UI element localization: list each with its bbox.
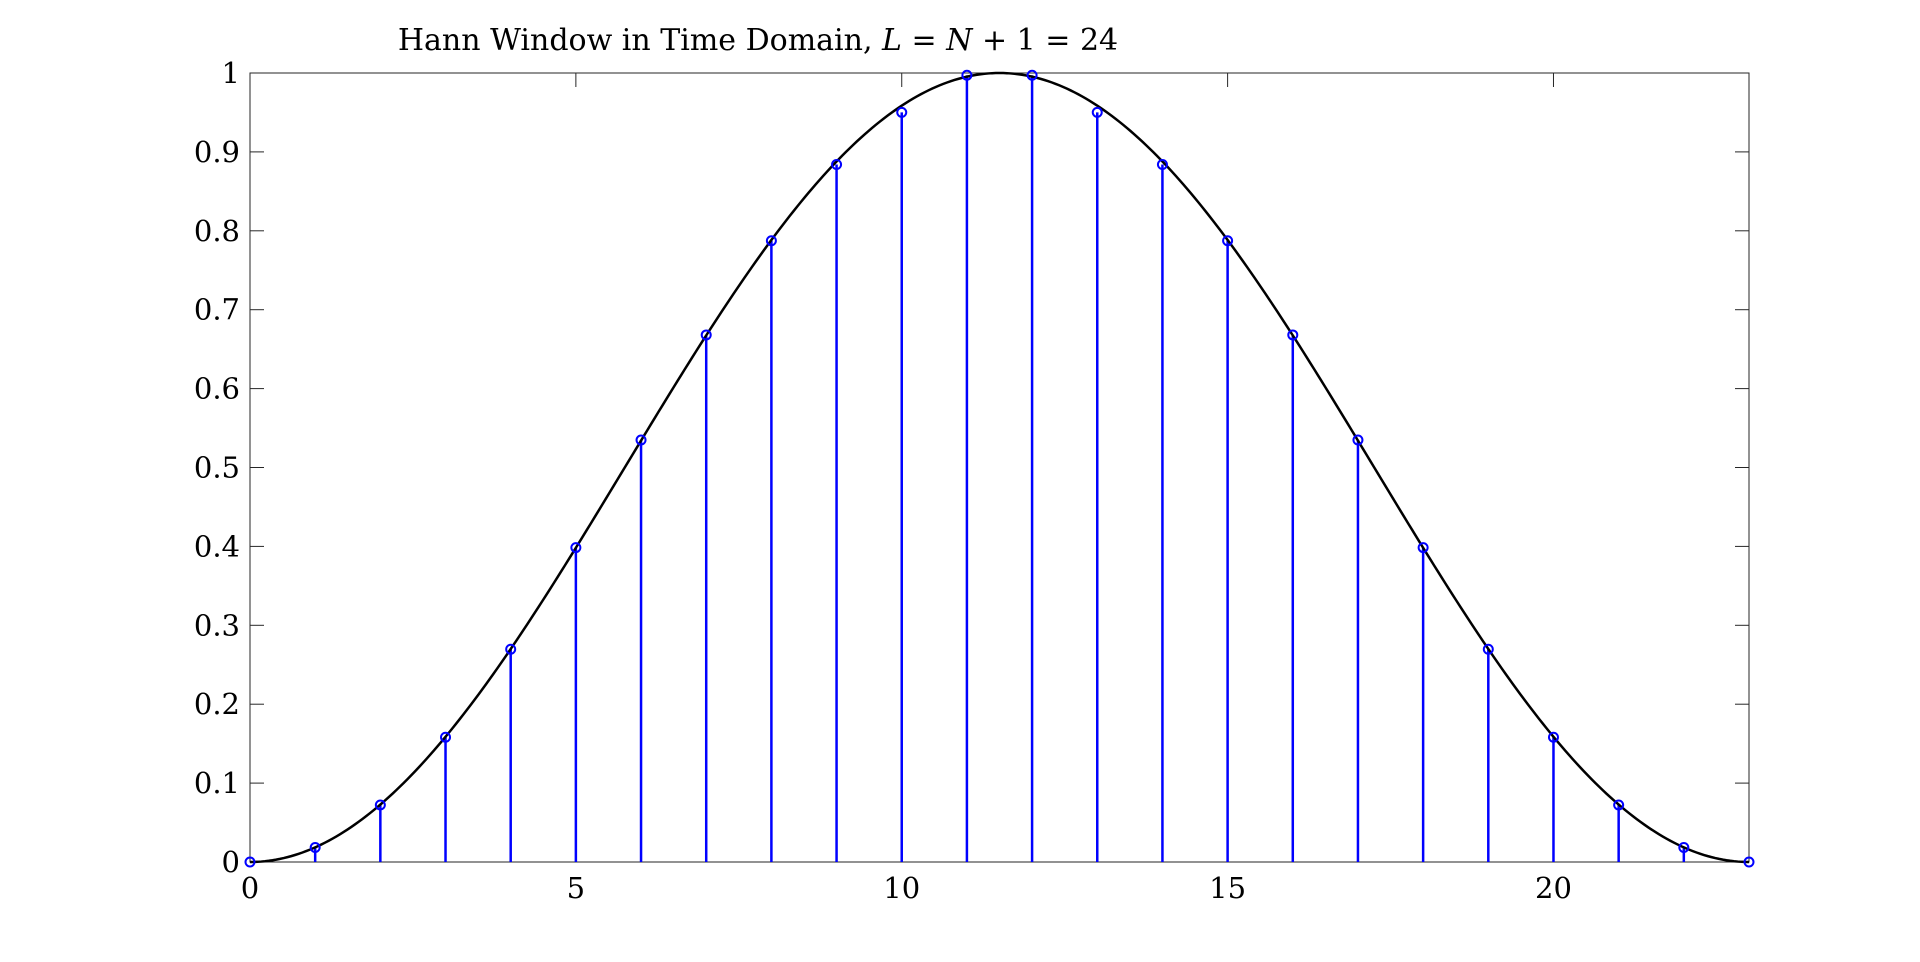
- x-tick-label: 5: [567, 871, 585, 905]
- stem-marker: [1547, 731, 1559, 743]
- hann-curve: [249, 71, 1750, 864]
- stem-markers: [244, 69, 1755, 868]
- chart-title-var-l: L: [881, 23, 902, 58]
- stem-marker: [1613, 799, 1625, 811]
- stem-marker: [635, 434, 647, 446]
- chart-title: Hann Window in Time Domain, L = N + 1 = …: [398, 23, 1118, 58]
- y-tick-label: 1: [222, 56, 240, 90]
- stem-marker: [765, 235, 777, 247]
- y-tick-label: 0.7: [194, 293, 240, 327]
- y-tick-label: 0.5: [194, 451, 240, 485]
- y-tick-label: 0.8: [194, 214, 240, 248]
- stem-series: [313, 75, 1686, 862]
- stem-marker: [1743, 856, 1755, 868]
- x-tick-label: 20: [1535, 871, 1572, 905]
- stem-marker: [1417, 542, 1429, 554]
- stem-marker: [1091, 106, 1103, 118]
- y-tick-label: 0.1: [194, 766, 240, 800]
- stem-marker: [570, 542, 582, 554]
- stem-marker: [1222, 235, 1234, 247]
- x-tick-label: 15: [1209, 871, 1246, 905]
- tick-labels: 00.10.20.30.40.50.60.70.80.910 5 10 15 20: [194, 56, 1572, 905]
- y-tick-label: 0.6: [194, 372, 240, 406]
- stem-marker: [1678, 841, 1690, 853]
- stem-marker: [1352, 434, 1364, 446]
- stem-marker: [961, 69, 973, 81]
- x-tick-label: 0: [241, 871, 259, 905]
- chart-title-prefix: Hann Window in Time Domain,: [398, 23, 882, 58]
- y-tick-label: 0.3: [194, 608, 240, 642]
- stem-marker: [1482, 643, 1494, 655]
- stem-marker: [374, 799, 386, 811]
- curve-series: [249, 71, 1750, 864]
- stem-marker: [244, 856, 256, 868]
- stem-marker: [440, 731, 452, 743]
- y-tick-label: 0.2: [194, 687, 240, 721]
- x-tick-label: 10: [883, 871, 920, 905]
- stem-marker: [1156, 159, 1168, 171]
- chart-title-equals: =: [902, 23, 946, 58]
- stem-marker: [896, 106, 908, 118]
- stem-marker: [1026, 69, 1038, 81]
- chart-title-tail: + 1 = 24: [972, 23, 1118, 58]
- stem-marker: [309, 841, 321, 853]
- stem-marker: [505, 643, 517, 655]
- chart-title-var-n: N: [945, 23, 974, 58]
- y-tick-label: 0: [222, 845, 240, 879]
- stem-marker: [700, 329, 712, 341]
- stem-marker: [1287, 329, 1299, 341]
- y-tick-label: 0.4: [194, 529, 240, 563]
- stem-marker: [831, 159, 843, 171]
- y-tick-label: 0.9: [194, 135, 240, 169]
